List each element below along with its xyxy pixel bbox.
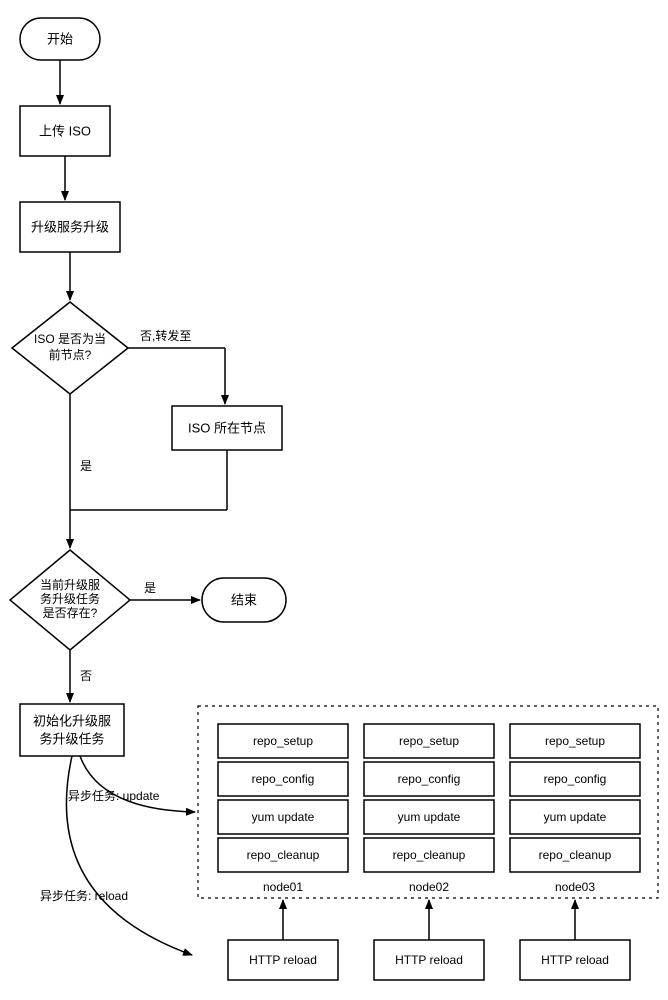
task-exists-label3: 是否存在? [43, 606, 98, 620]
http-reload-3-label: HTTP reload [541, 953, 609, 967]
task-no-label: 否 [80, 669, 92, 683]
node3-name: node03 [555, 880, 595, 894]
init-task-node [20, 704, 124, 756]
node2-name: node02 [409, 880, 449, 894]
task-exists-label2: 务升级任务 [40, 591, 100, 606]
init-task-label1: 初始化升级服 [33, 713, 111, 728]
task-exists-label1: 当前升级服 [40, 577, 100, 592]
node2-step2: repo_config [398, 772, 461, 786]
iso-current-label2: 前节点? [49, 347, 92, 362]
node1-name: node01 [263, 880, 303, 894]
node1-step4: repo_cleanup [247, 848, 320, 862]
iso-no-label: 否,转发至 [140, 328, 191, 343]
iso-yes-label: 是 [80, 459, 92, 473]
task-yes-label: 是 [144, 581, 156, 595]
edge-async-reload [66, 756, 192, 955]
iso-node-label: ISO 所在节点 [188, 420, 266, 435]
edge-async-update [80, 756, 195, 812]
upgrade-service-label: 升级服务升级 [31, 219, 109, 234]
flowchart-canvas: 开始 上传 ISO 升级服务升级 ISO 是否为当 前节点? 否,转发至 ISO… [0, 0, 668, 1000]
node2-step4: repo_cleanup [393, 848, 466, 862]
node3-step1: repo_setup [545, 734, 605, 748]
node2-step3: yum update [398, 810, 461, 824]
node-group-1: repo_setup repo_config yum update repo_c… [218, 724, 348, 894]
end-label: 结束 [231, 592, 257, 607]
node-group-2: repo_setup repo_config yum update repo_c… [364, 724, 494, 894]
http-reload-2-label: HTTP reload [395, 953, 463, 967]
http-reload-1-label: HTTP reload [249, 953, 317, 967]
node-group-3: repo_setup repo_config yum update repo_c… [510, 724, 640, 894]
node2-step1: repo_setup [399, 734, 459, 748]
node3-step3: yum update [544, 810, 607, 824]
node3-step2: repo_config [544, 772, 607, 786]
start-label: 开始 [47, 31, 73, 46]
node1-step1: repo_setup [253, 734, 313, 748]
async-reload-label: 异步任务: reload [40, 888, 128, 903]
iso-current-label1: ISO 是否为当 [34, 332, 106, 346]
node1-step3: yum update [252, 810, 315, 824]
async-update-label: 异步任务: update [68, 788, 160, 803]
init-task-label2: 务升级任务 [39, 731, 104, 746]
node1-step2: repo_config [252, 772, 315, 786]
upload-iso-label: 上传 ISO [39, 123, 91, 138]
node3-step4: repo_cleanup [539, 848, 612, 862]
